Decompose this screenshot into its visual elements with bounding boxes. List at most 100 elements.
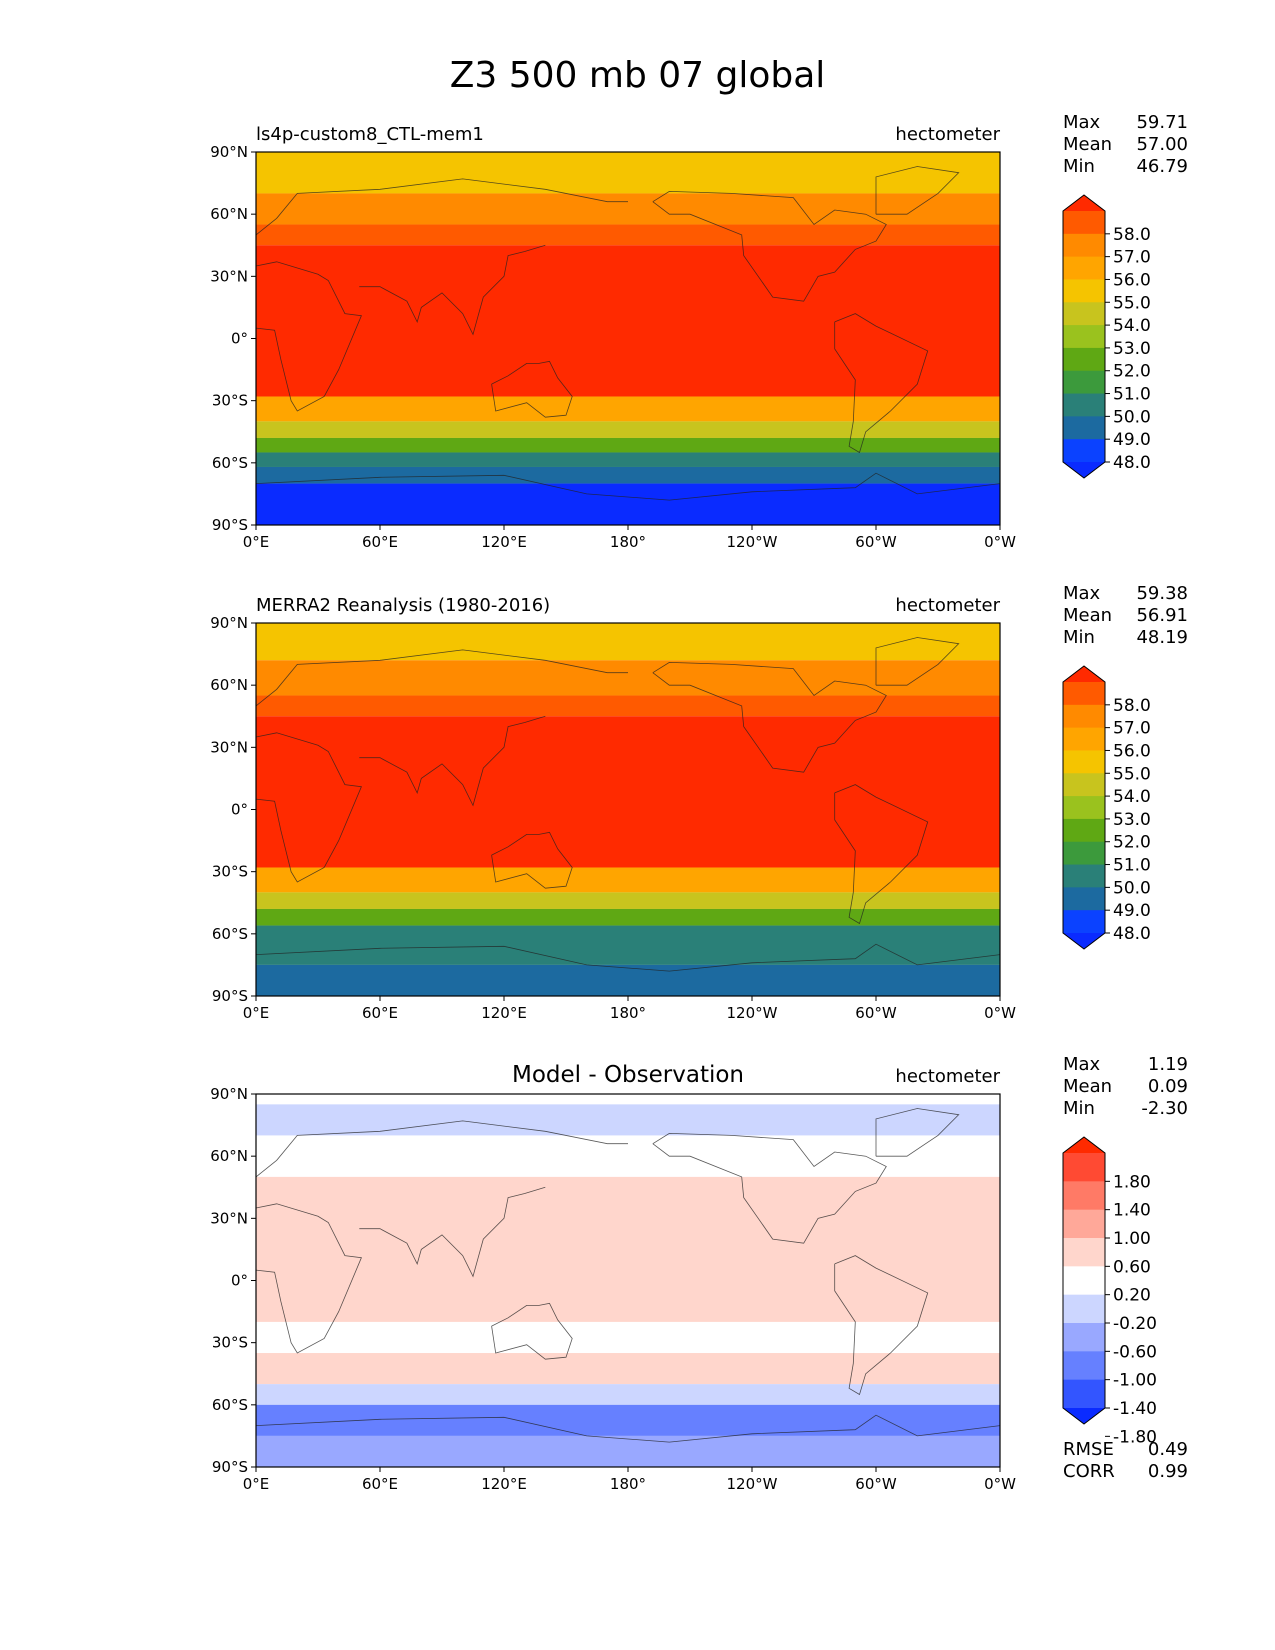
left-title: ls4p-custom8_CTL-mem1 [256,124,484,145]
coastline [255,472,1001,501]
colorbar-segment [1063,1294,1105,1324]
colorbar-extend-min [1063,1408,1105,1424]
colorbar-segment [1063,211,1105,235]
coastline [834,784,929,925]
colorbar-segment [1063,347,1105,372]
contour-band [256,396,1000,422]
stat-label: Min [1063,156,1095,177]
coastline [255,943,1001,972]
contour-band [256,483,1000,525]
y-tick-label: 90°S [212,987,248,1005]
y-tick-label: 30°N [210,1209,248,1227]
y-tick-label: 0° [231,330,248,348]
contour-band [256,1384,1000,1405]
extra-stat-value: 0.49 [1148,1439,1188,1460]
map-panel-3: 0°E 60°E 120°E 180° 120°W 60°W 0°W 90°N 60°N 30°N… [210,1054,1188,1493]
stat-label: Max [1063,583,1101,604]
colorbar-extend-max [1063,666,1105,682]
contour-band [256,452,1000,467]
y-tick-label: 30°S [212,392,248,410]
y-tick-label: 90°N [210,143,248,161]
y-tick-label: 60°N [210,205,248,223]
coastline [255,1414,1001,1443]
coastline [652,190,887,302]
coastline [255,1203,362,1354]
colorbar-tick-label: 51.0 [1113,856,1151,876]
extra-stat-value: 0.99 [1148,1461,1188,1482]
colorbar-tick-label: 53.0 [1113,339,1151,359]
coastline [255,261,362,412]
extra-stat-label: CORR [1063,1461,1115,1482]
x-tick-label: 60°W [855,1475,897,1493]
contour-band [256,1104,1000,1136]
colorbar-tick-label: 56.0 [1113,741,1151,761]
contour-band [256,925,1000,965]
figure-title: Z3 500 mb 07 global [449,55,826,96]
colorbar-segment [1063,370,1105,395]
coastline [255,178,628,236]
stats-block: Max 59.38 Mean 56.91 Min 48.19 [1063,583,1188,648]
coastline [875,166,960,215]
colorbar-segment [1063,1153,1105,1182]
colorbar-segment [1063,887,1105,911]
colorbar-segment [1063,416,1105,440]
x-tick-label: 180° [610,533,646,551]
contour-band [256,660,1000,696]
colorbar-segment [1063,773,1105,797]
colorbar-tick-label: 50.0 [1113,878,1151,898]
colorbar-segment [1063,910,1105,934]
x-tick-label: 60°E [362,1004,398,1022]
colorbar-extend-min [1063,933,1105,949]
center-title: Model - Observation [512,1062,744,1088]
x-tick-label: 0°E [243,533,270,551]
coastline [359,715,546,807]
stats-block: Max 1.19 Mean 0.09 Min -2.30 RMSE 0.49 CORR 0.99 [1063,1054,1188,1482]
x-tick-label: 60°E [362,533,398,551]
y-tick-label: 90°N [210,614,248,632]
coastline [834,313,929,454]
contour-band [256,695,1000,717]
right-title: hectometer [895,595,1000,616]
contour-band [256,1321,1000,1354]
colorbar-tick-label: 57.0 [1113,248,1151,268]
y-tick-label: 60°S [212,925,248,943]
colorbar: 58.0 57.056.0 55.0 54.0 53.0 52.0 51.050.0 49.0… [1062,194,1151,479]
colorbar-tick-label: 0.20 [1113,1286,1151,1306]
stat-value: 59.71 [1136,112,1188,133]
stat-value: -2.30 [1141,1098,1188,1119]
stat-label: Min [1063,627,1095,648]
y-tick-label: 60°N [210,1147,248,1165]
stat-label: Min [1063,1098,1095,1119]
colorbar-segment [1063,750,1105,774]
stats-block: Max 59.71 Mean 57.00 Min 46.79 [1063,112,1188,177]
y-tick-label: 30°S [212,863,248,881]
extra-stat-label: RMSE [1063,1439,1114,1460]
coastlines [255,637,1001,972]
map-panel-1: 0°E 60°E 120°E 180° 120°W 60°W 0°W 90°N 60°N 30°N… [210,112,1188,551]
y-tick-label: 30°N [210,738,248,756]
colorbar-tick-label: 51.0 [1113,385,1151,405]
x-tick-label: 120°W [727,1475,778,1493]
contour-band [256,964,1000,996]
colorbar-extend-max [1063,195,1105,211]
y-tick-label: 60°S [212,454,248,472]
colorbar-segment [1063,279,1105,303]
colorbar-segment [1063,1209,1105,1239]
colorbar-segment [1063,1266,1105,1296]
contour-band [256,1404,1000,1436]
contour-band [256,623,1000,661]
colorbar-tick-label: 55.0 [1113,764,1151,784]
y-tick-label: 60°S [212,1396,248,1414]
y-tick-label: 0° [231,801,248,819]
colorbar-tick-label: 58.0 [1113,696,1151,716]
colorbar-tick-label: -1.40 [1113,1399,1157,1419]
coastline [652,661,887,773]
contour-band [256,1435,1000,1467]
right-title: hectometer [895,1066,1000,1087]
stat-value: 57.00 [1136,134,1188,155]
colorbar-tick-label: 50.0 [1113,407,1151,427]
colorbar-segment [1063,233,1105,258]
coastline [834,1255,929,1396]
colorbar-tick-label: 54.0 [1113,787,1151,807]
colorbar-segment [1063,1323,1105,1352]
